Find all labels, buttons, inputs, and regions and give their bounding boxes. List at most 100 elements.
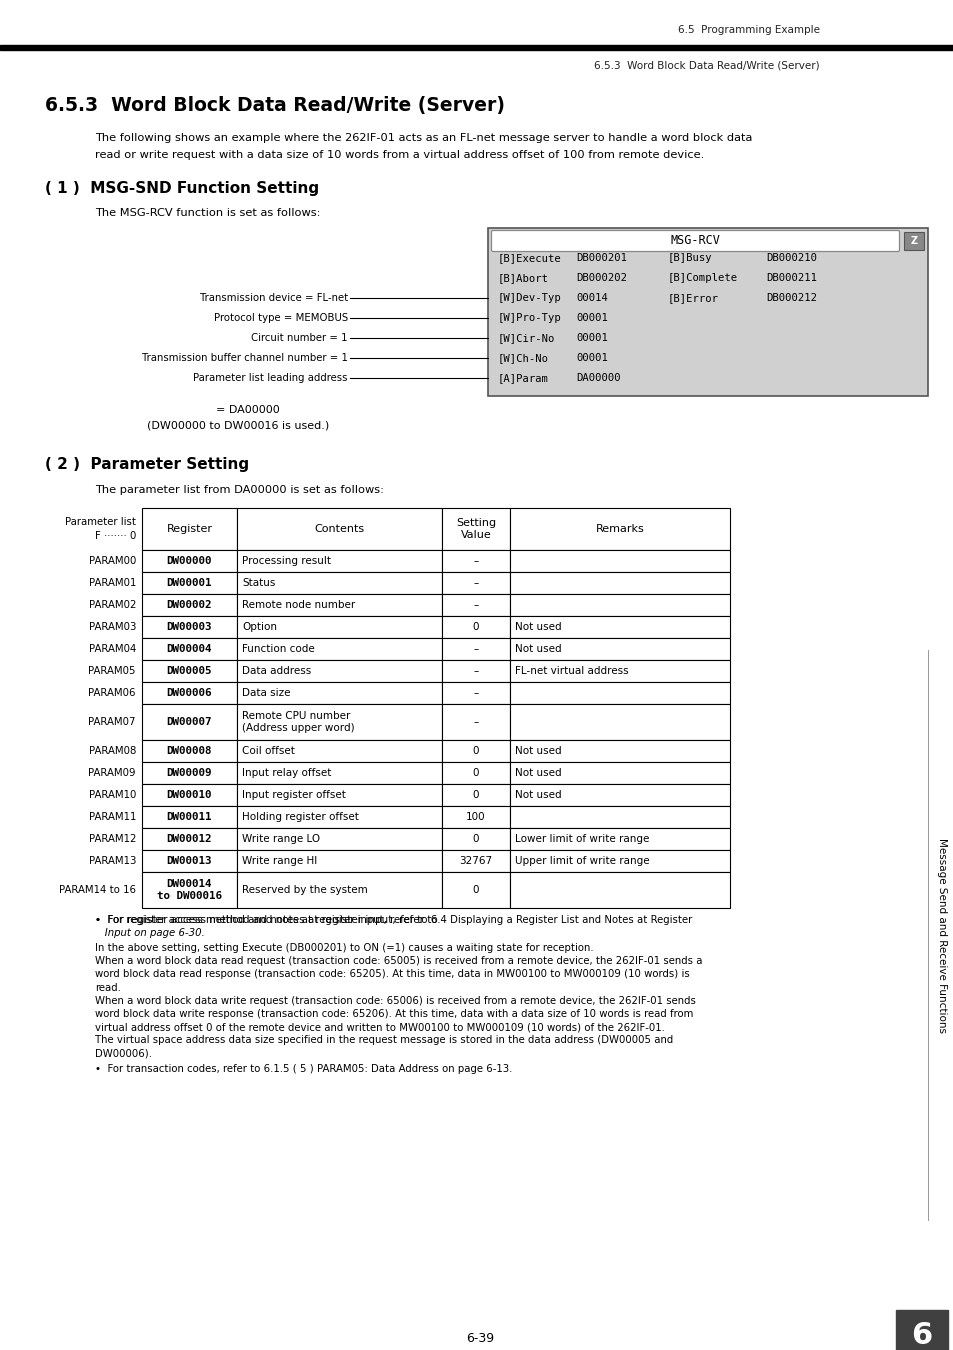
- Text: DW00006: DW00006: [167, 688, 212, 698]
- Bar: [441, 572, 510, 594]
- Text: When a word block data write request (transaction code: 65006) is received from : When a word block data write request (tr…: [95, 996, 695, 1006]
- Text: Write range HI: Write range HI: [242, 856, 317, 865]
- Text: (Address upper word): (Address upper word): [242, 724, 355, 733]
- Text: Write range LO: Write range LO: [242, 834, 320, 844]
- Text: read or write request with a data size of 10 words from a virtual address offset: read or write request with a data size o…: [95, 150, 703, 161]
- Text: DW00008: DW00008: [167, 747, 212, 756]
- Bar: [510, 616, 729, 639]
- Text: DB000202: DB000202: [576, 273, 626, 284]
- Text: 0: 0: [473, 790, 478, 801]
- Text: DB000212: DB000212: [765, 293, 816, 302]
- Text: –: –: [473, 717, 478, 728]
- Text: Contents: Contents: [314, 524, 364, 535]
- Text: word block data read response (transaction code: 65205). At this time, data in M: word block data read response (transacti…: [95, 969, 689, 979]
- Bar: [895, 1310, 947, 1350]
- Text: DA00000: DA00000: [576, 373, 620, 383]
- Text: The following shows an example where the 262IF-01 acts as an FL-net message serv: The following shows an example where the…: [95, 134, 752, 143]
- Bar: [236, 682, 441, 703]
- Text: •  For transaction codes, refer to 6.1.5 ( 5 ) PARAM05: Data Address on page 6-1: • For transaction codes, refer to 6.1.5 …: [95, 1064, 512, 1073]
- Text: DB000201: DB000201: [576, 252, 626, 263]
- Text: DW00007: DW00007: [167, 717, 212, 728]
- Bar: [142, 549, 236, 572]
- Text: Protocol type = MEMOBUS: Protocol type = MEMOBUS: [213, 313, 348, 323]
- Text: In the above setting, setting Execute (DB000201) to ON (=1) causes a waiting sta: In the above setting, setting Execute (D…: [95, 944, 593, 953]
- Text: DW00011: DW00011: [167, 811, 212, 822]
- Text: Input relay offset: Input relay offset: [242, 768, 331, 778]
- Bar: [510, 508, 729, 549]
- Text: The virtual space address data size specified in the request message is stored i: The virtual space address data size spec…: [95, 1035, 673, 1045]
- Text: virtual address offset 0 of the remote device and written to MW00100 to MW000109: virtual address offset 0 of the remote d…: [95, 1022, 664, 1033]
- Bar: [142, 508, 236, 549]
- Bar: [441, 703, 510, 740]
- Text: FL-net virtual address: FL-net virtual address: [515, 666, 628, 676]
- Text: PARAM01: PARAM01: [89, 578, 136, 589]
- Bar: [510, 572, 729, 594]
- Text: Processing result: Processing result: [242, 556, 331, 566]
- Text: F ······· 0: F ······· 0: [94, 531, 136, 541]
- Text: DW00012: DW00012: [167, 834, 212, 844]
- Bar: [236, 850, 441, 872]
- Bar: [236, 784, 441, 806]
- Bar: [236, 828, 441, 850]
- Bar: [142, 872, 236, 909]
- Text: –: –: [473, 578, 478, 589]
- Text: DB000211: DB000211: [765, 273, 816, 284]
- Text: 00001: 00001: [576, 333, 607, 343]
- Bar: [236, 549, 441, 572]
- Text: PARAM08: PARAM08: [89, 747, 136, 756]
- Text: 00014: 00014: [576, 293, 607, 302]
- Bar: [0, 45, 953, 50]
- Bar: [142, 850, 236, 872]
- Bar: [510, 549, 729, 572]
- Text: Upper limit of write range: Upper limit of write range: [515, 856, 649, 865]
- Bar: [510, 594, 729, 616]
- Text: –: –: [473, 556, 478, 566]
- Bar: [236, 660, 441, 682]
- Bar: [441, 508, 510, 549]
- Bar: [441, 806, 510, 828]
- Text: Function code: Function code: [242, 644, 314, 653]
- Text: DW00003: DW00003: [167, 622, 212, 632]
- Text: Input on page 6-30.: Input on page 6-30.: [95, 927, 205, 938]
- Bar: [236, 616, 441, 639]
- Text: 0: 0: [473, 834, 478, 844]
- Text: DW00001: DW00001: [167, 578, 212, 589]
- Text: Parameter list leading address: Parameter list leading address: [193, 373, 348, 383]
- Bar: [236, 761, 441, 784]
- Bar: [142, 828, 236, 850]
- Text: [W]Pro-Typ: [W]Pro-Typ: [497, 313, 561, 323]
- Bar: [142, 594, 236, 616]
- Bar: [142, 639, 236, 660]
- Bar: [488, 228, 927, 396]
- Bar: [441, 682, 510, 703]
- Text: Circuit number = 1: Circuit number = 1: [252, 333, 348, 343]
- Text: Reserved by the system: Reserved by the system: [242, 886, 367, 895]
- Bar: [441, 828, 510, 850]
- Text: Not used: Not used: [515, 768, 561, 778]
- Bar: [142, 660, 236, 682]
- Text: Remote node number: Remote node number: [242, 599, 355, 610]
- Text: 0: 0: [473, 622, 478, 632]
- Text: PARAM13: PARAM13: [89, 856, 136, 865]
- Bar: [142, 761, 236, 784]
- Text: Parameter list: Parameter list: [65, 517, 136, 526]
- Text: PARAM14 to 16: PARAM14 to 16: [59, 886, 136, 895]
- Bar: [441, 872, 510, 909]
- Text: 100: 100: [466, 811, 485, 822]
- Bar: [142, 806, 236, 828]
- Bar: [236, 740, 441, 761]
- Bar: [441, 639, 510, 660]
- Text: DW00010: DW00010: [167, 790, 212, 801]
- Bar: [441, 616, 510, 639]
- Bar: [142, 682, 236, 703]
- FancyBboxPatch shape: [491, 231, 899, 251]
- Text: PARAM02: PARAM02: [89, 599, 136, 610]
- Text: Remote CPU number: Remote CPU number: [242, 711, 350, 721]
- Text: Transmission buffer channel number = 1: Transmission buffer channel number = 1: [142, 352, 348, 363]
- Text: Input register offset: Input register offset: [242, 790, 346, 801]
- Bar: [441, 740, 510, 761]
- Text: DW00014: DW00014: [167, 879, 212, 890]
- Text: PARAM12: PARAM12: [89, 834, 136, 844]
- Bar: [441, 660, 510, 682]
- Text: PARAM04: PARAM04: [89, 644, 136, 653]
